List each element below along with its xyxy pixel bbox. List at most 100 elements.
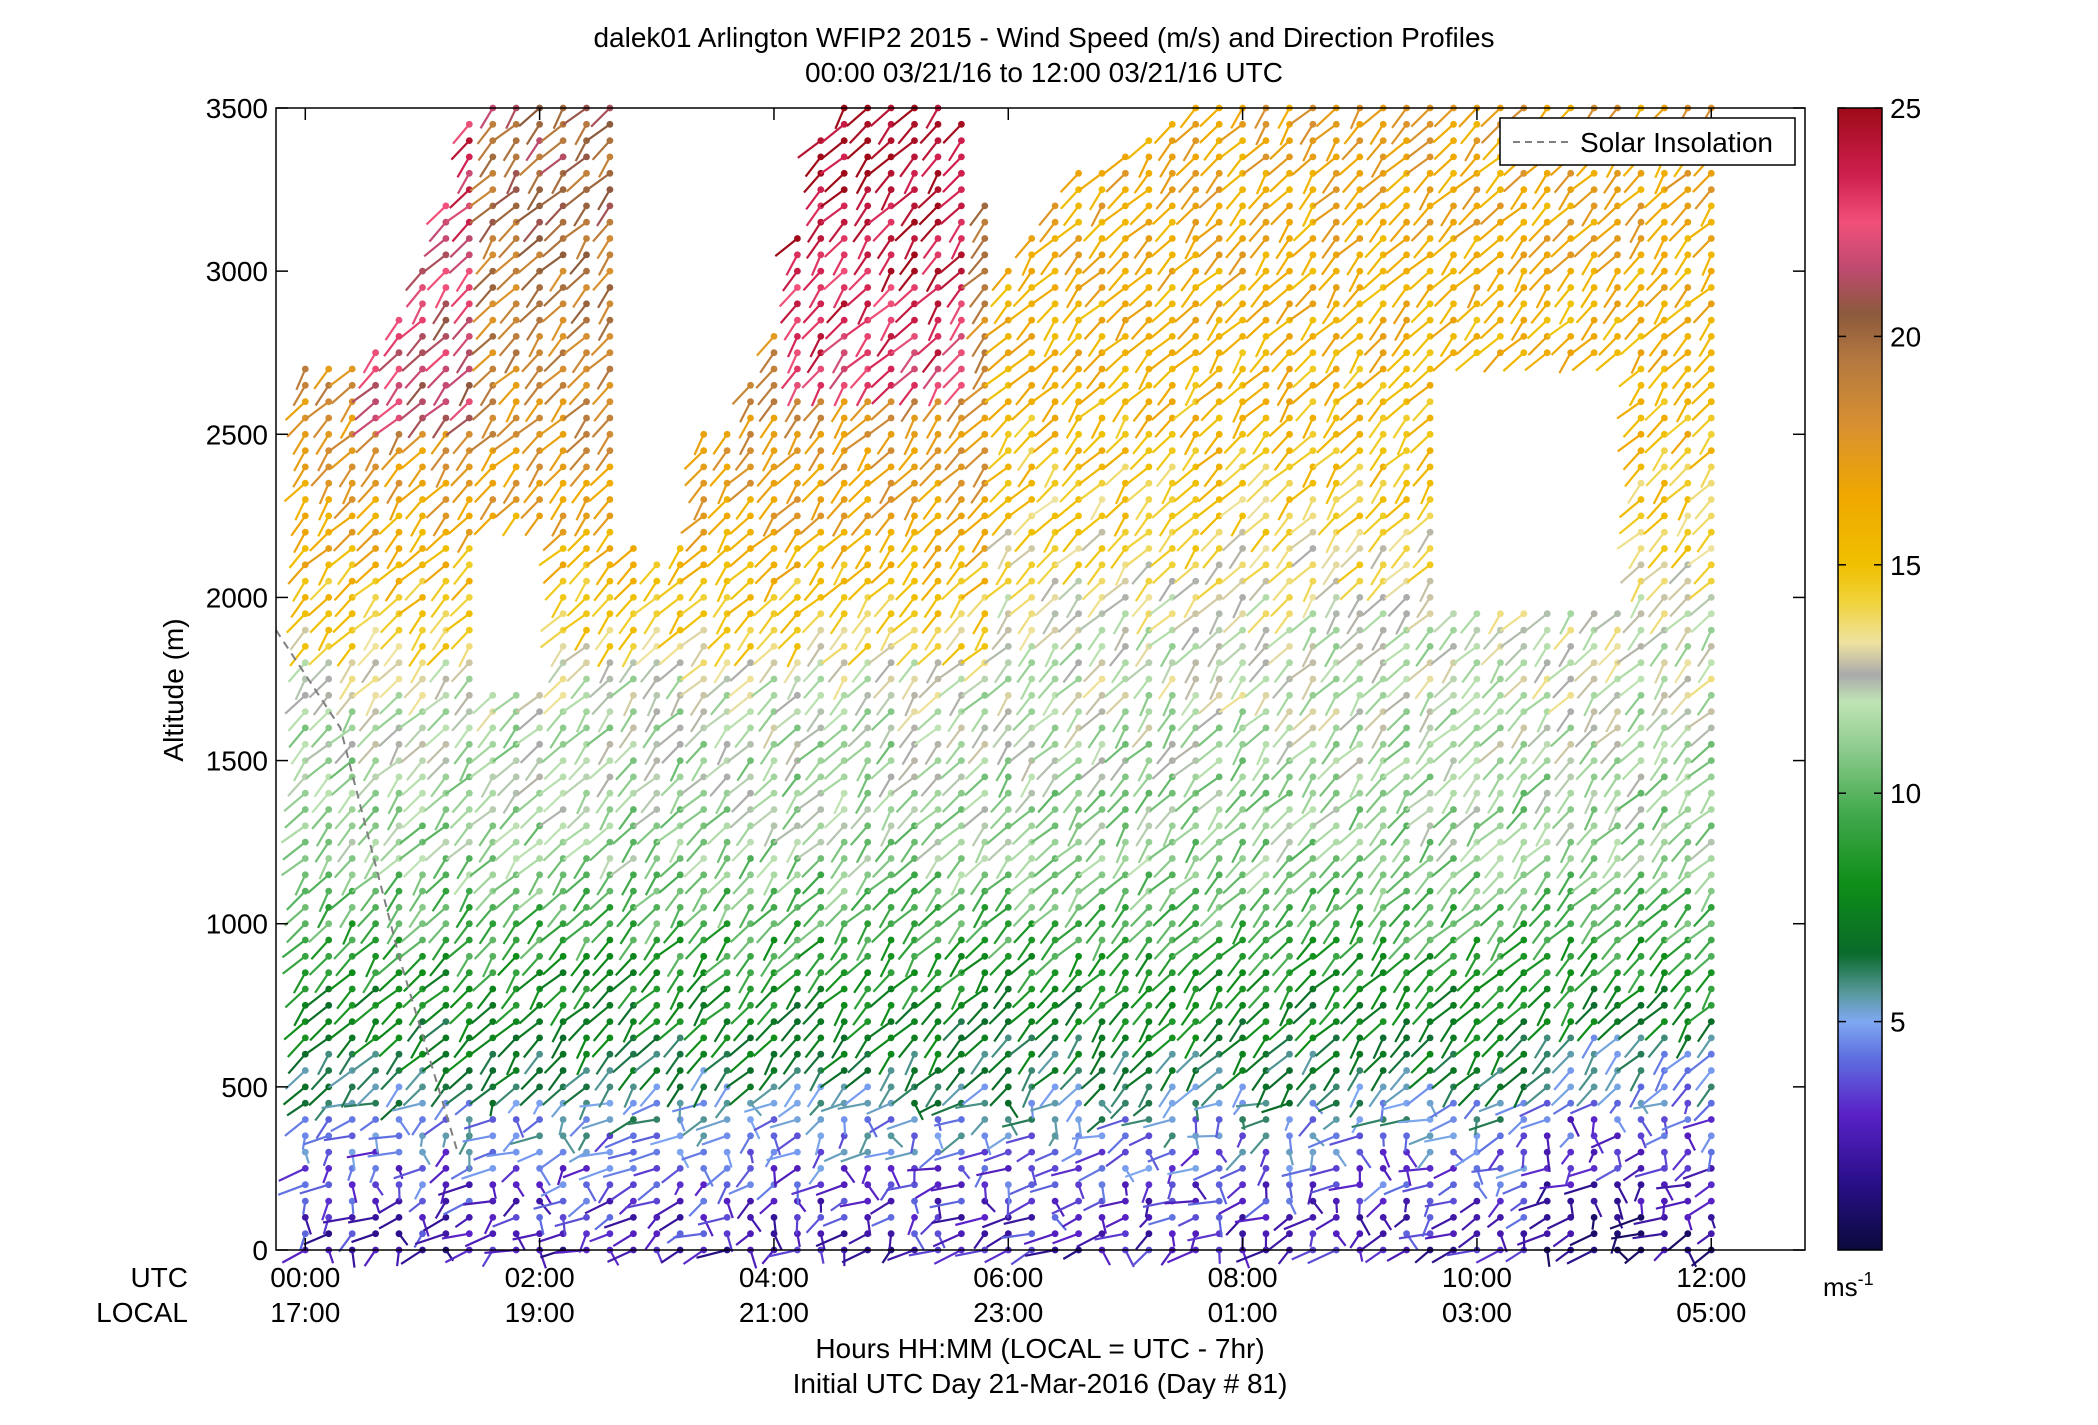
- wind-barb-shaft: [829, 613, 846, 635]
- wind-barb-point: [325, 1181, 333, 1189]
- wind-barb-point: [1098, 691, 1106, 699]
- wind-barb-point: [700, 594, 708, 601]
- wind-barb-shaft: [983, 645, 1009, 665]
- wind-barb-point: [325, 1230, 333, 1238]
- wind-barb-point: [583, 757, 590, 764]
- wind-barb-point: [840, 496, 848, 503]
- wind-barb-point: [887, 169, 895, 177]
- wind-barb-point: [1145, 969, 1153, 977]
- wind-barb-point: [981, 1116, 989, 1123]
- wind-barb-point: [700, 789, 708, 797]
- wind-barb-shaft: [891, 1086, 916, 1106]
- wind-barb-shaft: [1055, 678, 1080, 698]
- wind-barb-shaft: [573, 417, 588, 439]
- wind-barb-point: [653, 904, 661, 911]
- wind-barb-shaft: [562, 1004, 588, 1024]
- wind-barb-point: [559, 887, 567, 895]
- wind-barb-shaft: [621, 841, 635, 864]
- wind-barb-point: [465, 1230, 473, 1238]
- wind-barb-point: [559, 512, 567, 520]
- wind-barb-point: [442, 235, 450, 242]
- wind-barb-point: [934, 300, 942, 308]
- wind-barb-point: [794, 724, 801, 732]
- wind-barb-shaft: [1031, 906, 1056, 926]
- wind-barb-point: [372, 643, 379, 650]
- wind-barb-shaft: [474, 482, 494, 503]
- wind-barb-point: [653, 1001, 661, 1009]
- wind-barb-shaft: [715, 939, 729, 962]
- wind-barb-point: [419, 740, 426, 748]
- wind-barb-point: [1168, 1001, 1176, 1009]
- wind-barb-point: [1215, 365, 1223, 373]
- wind-barb-point: [1215, 773, 1223, 781]
- wind-barb-point: [794, 659, 801, 667]
- wind-barb-shaft: [407, 694, 424, 716]
- wind-barb-shaft: [754, 564, 775, 585]
- wind-barb-shaft: [893, 873, 916, 894]
- wind-barb-shaft: [643, 613, 658, 635]
- wind-barb-point: [840, 1230, 848, 1238]
- wind-barb-point: [1168, 1165, 1176, 1172]
- wind-barb-shaft: [308, 678, 330, 699]
- wind-barb-point: [770, 904, 778, 911]
- wind-barb-point: [1192, 137, 1200, 145]
- wind-barb-point: [887, 1197, 895, 1205]
- wind-barb-point: [630, 1230, 637, 1238]
- wind-barb-shaft: [506, 172, 518, 195]
- wind-barb-point: [465, 137, 473, 145]
- wind-barb-point: [958, 1165, 965, 1172]
- wind-barb-point: [1168, 218, 1176, 226]
- wind-barb-shaft: [869, 1200, 892, 1215]
- wind-barb-shaft: [338, 1053, 354, 1076]
- wind-barb-point: [817, 626, 825, 634]
- wind-barb-shaft: [727, 776, 752, 796]
- wind-barb-point: [536, 1214, 543, 1221]
- wind-barb-point: [442, 822, 450, 830]
- wind-barb-shaft: [351, 1053, 377, 1073]
- wind-barb-point: [1004, 789, 1012, 797]
- wind-barb-point: [395, 1165, 403, 1172]
- wind-barb-shaft: [516, 971, 541, 992]
- wind-barb-shaft: [472, 302, 494, 324]
- wind-barb-point: [512, 1230, 520, 1238]
- wind-barb-shaft: [684, 874, 705, 895]
- wind-barb-point: [1192, 300, 1200, 308]
- wind-barb-shaft: [519, 1086, 541, 1107]
- wind-barb-shaft: [1173, 580, 1197, 600]
- wind-barb-shaft: [898, 596, 916, 618]
- wind-barb-point: [512, 757, 520, 764]
- wind-barb-shaft: [691, 890, 705, 913]
- wind-barb-point: [301, 365, 309, 373]
- wind-barb-point: [442, 496, 450, 503]
- wind-barb-shaft: [1101, 205, 1127, 224]
- wind-barb-point: [981, 1034, 989, 1042]
- wind-barb-point: [489, 904, 497, 911]
- wind-barb-shaft: [639, 1069, 658, 1091]
- wind-barb-point: [606, 626, 614, 634]
- wind-barb-shaft: [866, 302, 892, 322]
- wind-barb-point: [583, 1148, 590, 1156]
- wind-barb-shaft: [885, 1151, 915, 1161]
- wind-barb-shaft: [872, 971, 892, 993]
- wind-barb-shaft: [423, 237, 447, 258]
- wind-barb-shaft: [823, 172, 845, 193]
- wind-barb-point: [536, 463, 543, 471]
- wind-barb-point: [934, 887, 942, 895]
- wind-barb-shaft: [563, 1086, 588, 1106]
- wind-barb-point: [981, 806, 989, 813]
- wind-barb-shaft: [799, 515, 822, 535]
- wind-barb-point: [887, 300, 895, 308]
- wind-barb-point: [301, 1148, 309, 1156]
- wind-barb-shaft: [430, 580, 447, 602]
- wind-barb-point: [1028, 235, 1036, 242]
- wind-barb-shaft: [684, 727, 705, 748]
- wind-barb-shaft: [596, 205, 611, 227]
- wind-barb-point: [817, 806, 825, 813]
- wind-barb-point: [794, 1214, 801, 1221]
- wind-barb-shaft: [591, 384, 611, 406]
- wind-barb-point: [676, 757, 684, 764]
- wind-barb-point: [700, 1001, 708, 1009]
- wind-barb-shaft: [589, 906, 611, 927]
- wind-barb-point: [1192, 1050, 1200, 1058]
- wind-barb-shaft: [821, 580, 845, 600]
